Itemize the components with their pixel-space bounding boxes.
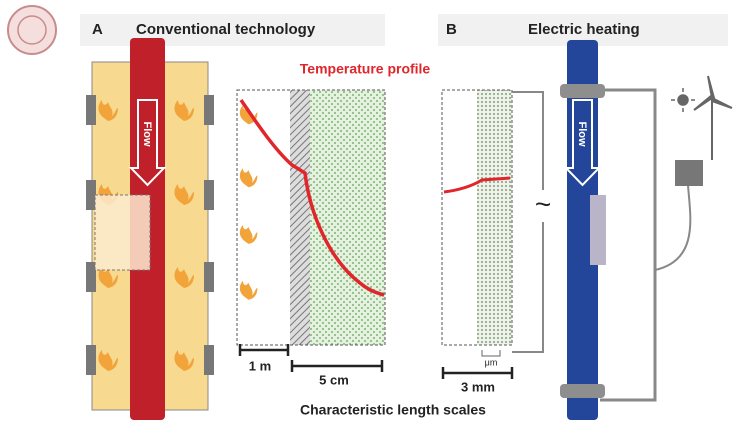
panel-title: Conventional technology xyxy=(136,21,316,38)
scale-label: 5 cm xyxy=(319,372,349,387)
panel-letter: B xyxy=(446,21,457,38)
zoom-region xyxy=(95,195,150,270)
furnace-zone xyxy=(237,90,290,345)
scale-label: 1 m xyxy=(249,358,271,373)
electrode-collar xyxy=(560,84,605,98)
scale-label: 3 mm xyxy=(461,379,495,394)
electrode-collar xyxy=(560,384,605,398)
catalyst-bed xyxy=(310,90,385,345)
scale-label: μm xyxy=(485,357,498,367)
flow-label: Flow xyxy=(576,121,588,146)
power-plug xyxy=(675,160,703,186)
heated-wall xyxy=(477,90,512,345)
panel-title: Electric heating xyxy=(528,21,640,38)
figure: A Conventional technology B Electric hea… xyxy=(0,0,743,427)
panel-letter: A xyxy=(92,21,103,38)
logo xyxy=(8,6,56,54)
gas-zone xyxy=(442,90,477,345)
zoom-region xyxy=(590,195,606,265)
ac-symbol: ~ xyxy=(535,188,551,219)
footer-caption: Characteristic length scales xyxy=(300,402,486,418)
tube-wall xyxy=(290,90,310,345)
temperature-profile-label: Temperature profile xyxy=(300,61,431,77)
flow-label: Flow xyxy=(141,121,153,146)
